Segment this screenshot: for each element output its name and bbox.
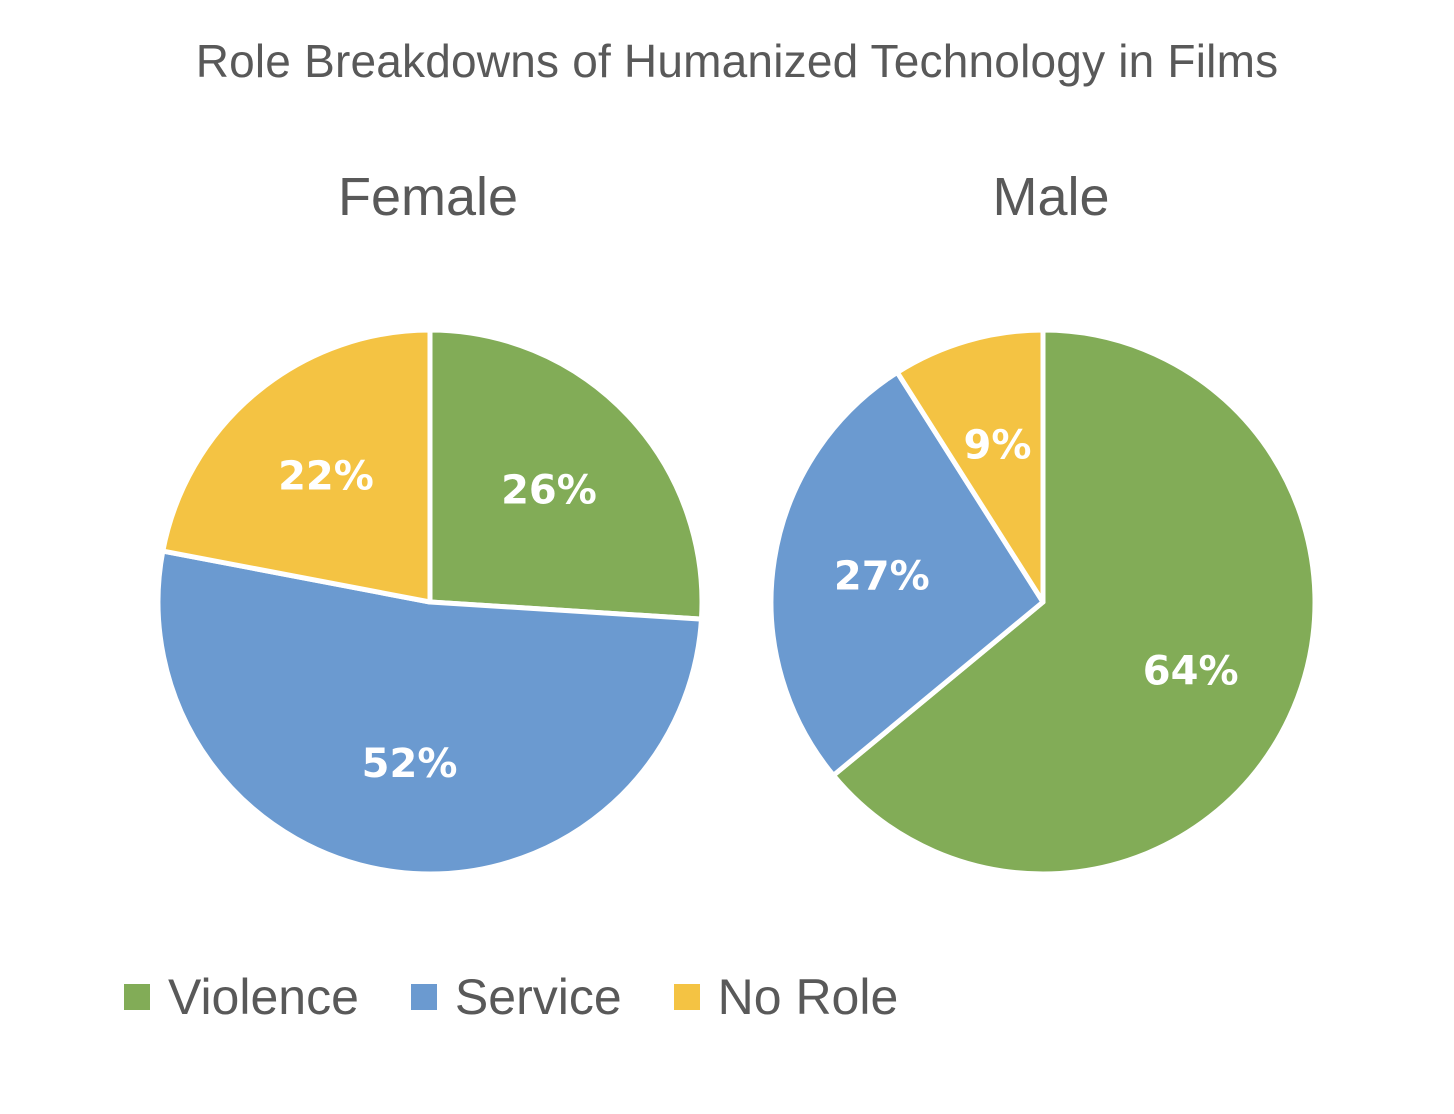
slice-label-male-no-role: 9% (964, 422, 1032, 468)
chart-title: Role Breakdowns of Humanized Technology … (195, 35, 1279, 87)
legend-label-service: Service (454, 969, 622, 1025)
legend-swatch-no-role (673, 984, 700, 1010)
slice-female-service (155, 548, 704, 877)
pie-title-male: Male (992, 167, 1110, 227)
slice-male-service (768, 369, 1046, 778)
slice-male-no-role (894, 327, 1046, 605)
slice-label-female-no-role: 22% (278, 453, 374, 499)
slice-female-violence (427, 327, 705, 622)
legend-label-violence: Violence (168, 969, 359, 1025)
legend-item-no-role: No Role (673, 968, 899, 1026)
slice-label-female-violence: 26% (501, 467, 597, 513)
legend-swatch-violence (124, 984, 150, 1010)
legend: Violence Service No Role (124, 962, 950, 1032)
slice-label-male-service: 27% (834, 553, 930, 599)
slice-male-violence (830, 327, 1318, 877)
pie-title-female: Female (337, 167, 519, 227)
pie-male: 64% 27% 9% (768, 327, 1318, 877)
slice-female-no-role (160, 327, 433, 605)
legend-label-no-role: No Role (717, 969, 899, 1025)
slice-label-female-service: 52% (362, 741, 458, 787)
pie-female: 26% 52% 22% (155, 327, 705, 877)
legend-item-violence: Violence (124, 968, 359, 1026)
legend-item-service: Service (410, 968, 622, 1026)
legend-swatch-service (410, 984, 437, 1010)
slice-label-male-violence: 64% (1143, 648, 1239, 694)
